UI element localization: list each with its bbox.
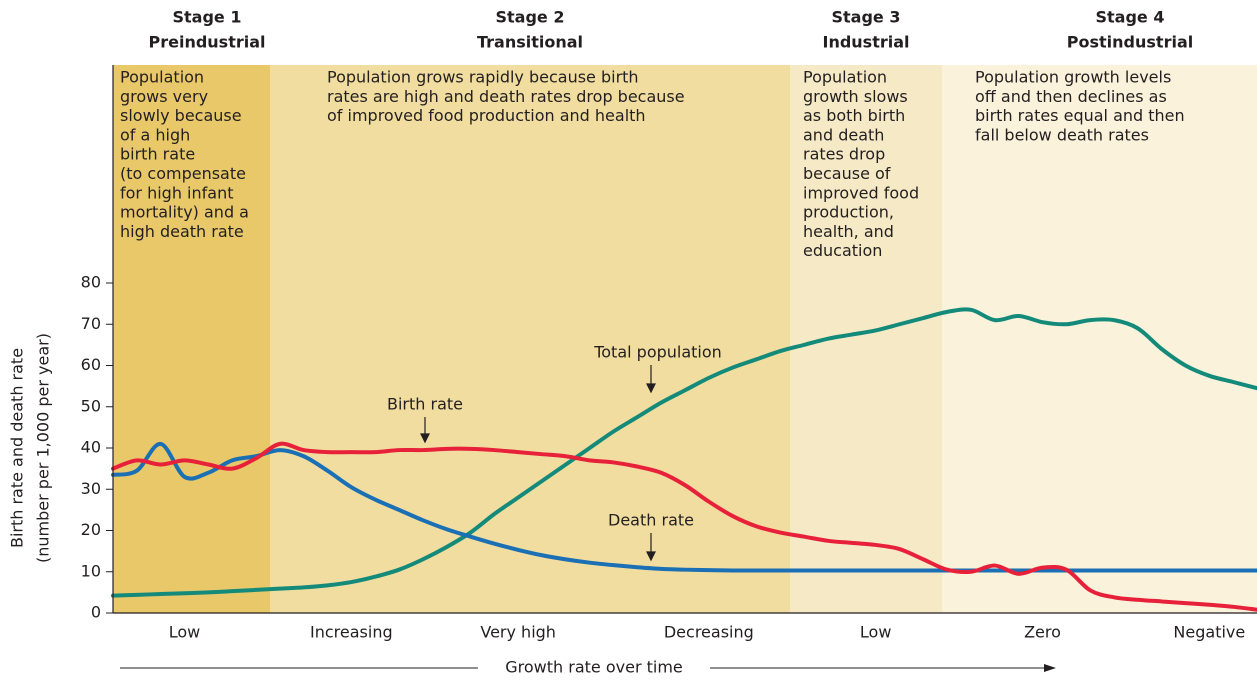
stage-name: Postindustrial — [1067, 33, 1193, 52]
stage-4-band — [942, 65, 1257, 613]
x-tick-label: Very high — [480, 623, 556, 642]
x-tick-label: Low — [860, 623, 892, 642]
time-arrow-head — [1044, 664, 1056, 672]
stage-description: grows very — [120, 87, 208, 106]
x-tick-label: Negative — [1173, 623, 1245, 642]
y-tick-label: 80 — [81, 273, 101, 292]
series-line — [111, 441, 1257, 612]
stage-description: of a high — [120, 125, 190, 144]
stage-description: high death rate — [120, 222, 244, 241]
stage-description: growth slows — [803, 87, 908, 106]
stage-description: slowly because — [120, 106, 242, 125]
stage-number: Stage 2 — [496, 8, 565, 27]
stage-description: health, and — [803, 222, 894, 241]
x-axis-title: Growth rate over time — [505, 658, 683, 677]
series-line — [111, 307, 1257, 598]
y-tick-label: 40 — [81, 438, 101, 457]
stage-description: mortality) and a — [120, 203, 249, 222]
stage-description: Population — [803, 68, 887, 87]
pointer-head — [420, 433, 430, 444]
stage-description: Population — [120, 68, 204, 87]
stage-1-band — [113, 65, 270, 613]
stage-name: Industrial — [822, 33, 909, 52]
pointer-head — [646, 551, 656, 562]
stage-description: improved food — [803, 183, 919, 202]
y-tick-label: 0 — [91, 603, 101, 622]
stage-description: birth rate — [120, 145, 195, 164]
annotation: Birth rate — [387, 395, 463, 414]
y-tick-label: 20 — [81, 520, 101, 539]
stage-description: production, — [803, 203, 894, 222]
stage-description: because of — [803, 164, 891, 183]
stage-number: Stage 3 — [832, 8, 901, 27]
stage-name: Preindustrial — [148, 33, 265, 52]
x-tick-label: Increasing — [310, 623, 393, 642]
stage-2-band — [270, 65, 790, 613]
stage-description: (to compensate — [120, 164, 246, 183]
x-tick-label: Low — [169, 623, 201, 642]
stage-description: for high infant — [120, 183, 234, 202]
annotation: Death rate — [608, 511, 694, 530]
y-tick-label: 50 — [81, 396, 101, 415]
stage-description: rates are high and death rates drop beca… — [327, 87, 685, 106]
x-tick-label: Decreasing — [664, 623, 754, 642]
stage-description: off and then declines as — [975, 87, 1167, 106]
y-axis-title: (number per 1,000 per year) — [34, 333, 53, 563]
pointer-head — [646, 383, 656, 394]
stage-number: Stage 4 — [1096, 8, 1165, 27]
stage-number: Stage 1 — [173, 8, 242, 27]
y-tick-label: 30 — [81, 479, 101, 498]
stage-description: of improved food production and health — [327, 106, 646, 125]
stage-description: and death — [803, 125, 884, 144]
stage-description: Population growth levels — [975, 68, 1171, 87]
stage-name: Transitional — [477, 33, 583, 52]
annotation: Total population — [593, 343, 722, 362]
stage-description: fall below death rates — [975, 125, 1149, 144]
y-tick-label: 60 — [81, 355, 101, 374]
x-tick-label: Zero — [1024, 623, 1061, 642]
x-title-bg — [478, 656, 710, 680]
stage-description: education — [803, 241, 882, 260]
y-axis-title: Birth rate and death rate — [8, 348, 27, 548]
stage-3-band — [790, 65, 942, 613]
y-tick-label: 10 — [81, 561, 101, 580]
stage-description: rates drop — [803, 145, 885, 164]
stage-description: birth rates equal and then — [975, 106, 1185, 125]
stage-description: as both birth — [803, 106, 905, 125]
y-tick-label: 70 — [81, 314, 101, 333]
stage-description: Population grows rapidly because birth — [327, 68, 639, 87]
